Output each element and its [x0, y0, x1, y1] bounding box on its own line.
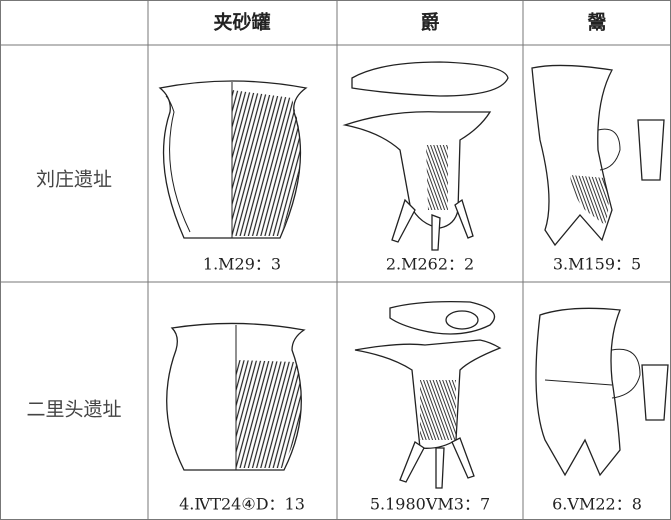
site-label: 二里头遗址: [26, 399, 121, 421]
drawing-pot: [166, 322, 306, 471]
drawing-jue: [342, 61, 509, 251]
caption: 3.M159：5: [553, 255, 641, 274]
caption: 4.ⅣT24④D：13: [179, 495, 305, 514]
drawing-jue: [354, 300, 502, 489]
drawing-gui: [535, 307, 669, 477]
column-header: 夹砂罐: [213, 11, 270, 34]
caption: 5.1980ⅤM3：7: [370, 495, 490, 514]
caption: 2.M262：2: [386, 255, 474, 274]
column-header: 鬶: [587, 12, 606, 34]
caption: 1.M29：3: [203, 255, 281, 274]
drawing-pot: [158, 80, 308, 239]
caption: 6.ⅤM22：8: [552, 495, 642, 514]
column-header: 爵: [420, 11, 439, 34]
drawing-gui: [531, 64, 665, 247]
site-label: 刘庄遗址: [36, 169, 112, 191]
